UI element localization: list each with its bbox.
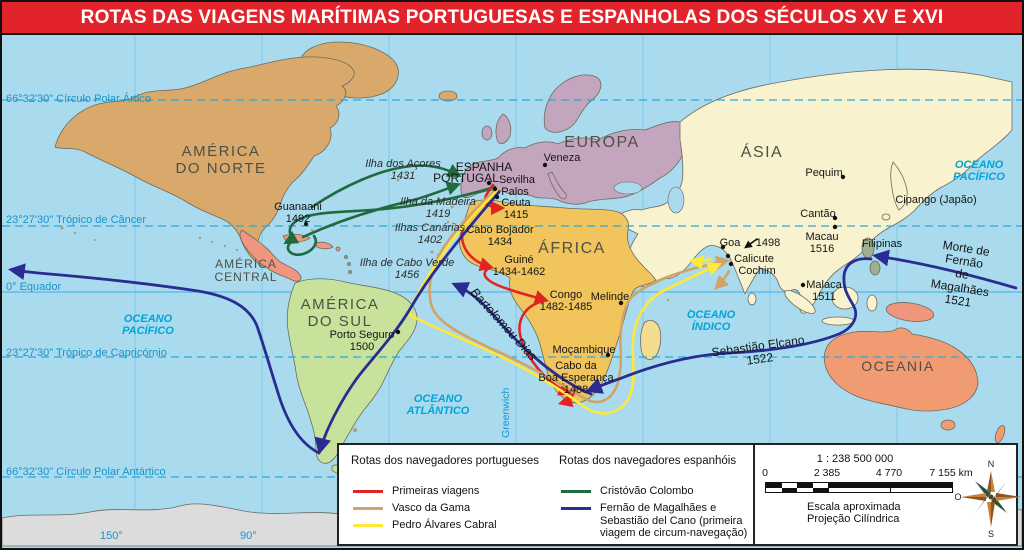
iceland [438,90,458,102]
scale-tick-3: 7 155 km [929,467,973,479]
route-cabral [406,189,722,415]
legend-item-primeiras-viagens: Primeiras viagens [353,485,479,498]
title-bar: ROTAS DAS VIAGENS MARÍTIMAS PORTUGUESAS … [2,2,1022,35]
goa-arrow [744,238,758,249]
compass-star [961,471,1021,527]
asia [614,68,1013,314]
hispaniola [315,241,334,250]
africa [459,199,657,404]
legend-item-cabral: Pedro Álvares Cabral [353,519,497,532]
sumatra [784,290,816,314]
legend-portuguese-header: Rotas dos navegadores portugueses [351,455,539,467]
central-america [239,229,302,282]
scale-tick-0: 0 [762,467,768,479]
scale-tick-1: 2 385 [813,467,841,479]
compass-rose: N L S O [955,459,1024,539]
island [344,255,348,259]
sulawesi [866,294,878,312]
madagascar [640,320,662,360]
scale-panel: 1 : 238 500 000 0 2 385 4 770 7 155 km E… [753,443,1022,546]
scale-note-2: Projeção Cilíndrica [807,513,900,525]
route-colombo [283,163,497,256]
philippines [861,237,875,259]
swatch-vasco-da-gama [353,507,383,510]
page-title: ROTAS DAS VIAGENS MARÍTIMAS PORTUGUESAS … [80,6,944,28]
scale-note-1: Escala aproximada [807,501,901,513]
north-america [54,56,355,268]
compass-o: O [955,492,962,502]
new-guinea [885,302,935,322]
australia [823,327,979,412]
caspian-sea [667,186,685,214]
tasmania [940,419,956,431]
south-america [286,278,418,464]
swatch-colombo [561,490,591,493]
route-magalhaes-elcano [8,190,1018,455]
island [347,262,351,266]
swatch-cabral [353,524,383,527]
scale-bar [765,482,953,493]
legend-panel: Rotas dos navegadores portugueses Primei… [337,443,755,546]
legend-item-magalhaes: Fernão de Magalhães e Sebastião del Cano… [561,502,747,540]
italy [547,171,567,200]
black-sea [613,181,643,195]
japan-south [881,213,891,221]
swatch-primeiras-viagens [353,490,383,493]
japan [890,161,908,211]
compass-l: L [1021,492,1024,502]
legend-item-vasco-da-gama: Vasco da Gama [353,502,470,515]
java [821,316,855,326]
swatch-magalhaes [561,507,591,510]
scandinavia [543,74,602,133]
island [348,270,352,274]
britain [495,113,512,144]
ireland [481,125,493,141]
city-dots [304,162,846,358]
scale-tick-2: 4 770 [875,467,903,479]
sri-lanka [747,292,757,306]
compass-n: N [988,459,995,469]
new-zealand [994,425,1006,443]
compass-s: S [988,529,994,539]
scale-ratio: 1 : 238 500 000 [816,453,894,465]
philippines [869,260,881,276]
legend-item-colombo: Cristóvão Colombo [561,485,694,498]
legend-spanish-header: Rotas dos navegadores espanhóis [559,455,737,467]
island [335,246,341,252]
